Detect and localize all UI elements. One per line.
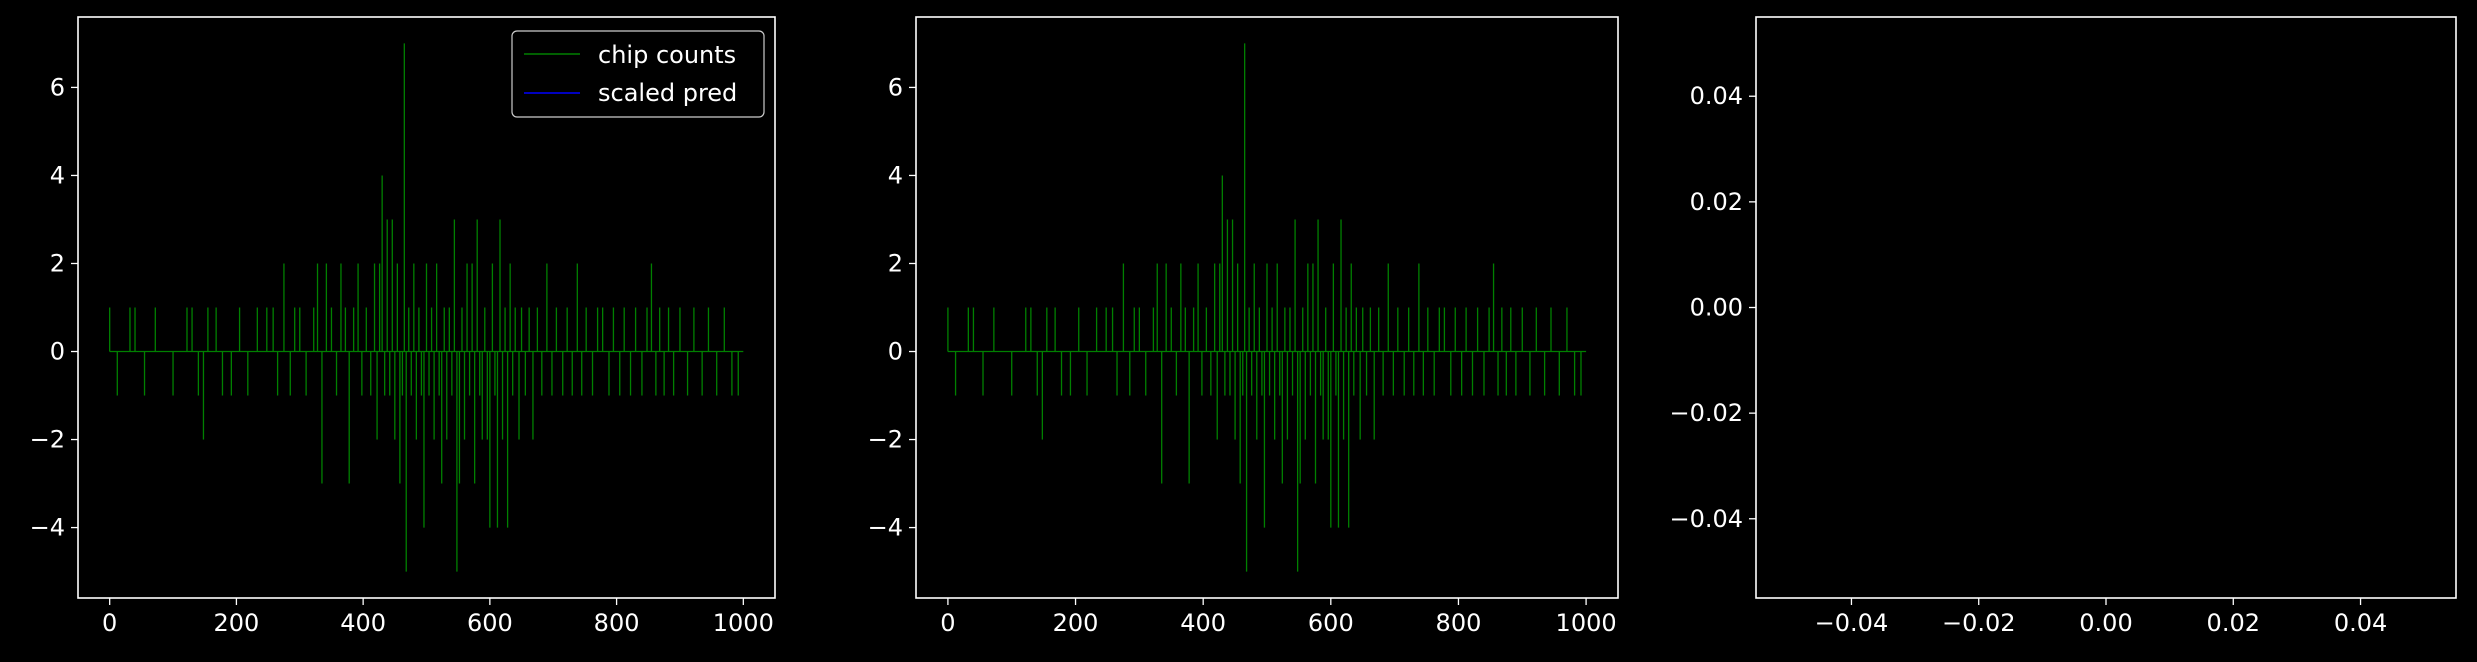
x-tick-label: 400 [340, 609, 386, 637]
x-tick-label: 0 [102, 609, 117, 637]
x-tick-label: 0.02 [2207, 609, 2260, 637]
y-tick-label: −2 [868, 426, 903, 454]
legend-label-scaled-pred: scaled pred [598, 79, 737, 107]
panel-2-frame [915, 16, 1619, 599]
x-tick-label: 600 [467, 609, 513, 637]
y-tick-label: 0 [50, 338, 65, 366]
panel-1-frame [77, 16, 776, 599]
y-tick-label: 2 [50, 249, 65, 277]
x-tick-label: 200 [1053, 609, 1099, 637]
x-tick-label: 600 [1308, 609, 1354, 637]
chart-panel-3: −0.04 −0.02 0.00 0.02 0.04 −0.04 −0.02 0.00 0.02… [1669, 16, 2457, 637]
x-tick-label: 0.04 [2334, 609, 2387, 637]
y-tick-label: −0.02 [1669, 399, 1743, 427]
y-tick-label: −4 [30, 514, 65, 542]
y-tick-label: −2 [30, 426, 65, 454]
panel-1-ticks: 0 200 400 600 800 1000 −4 −2 0 2 4 6 [30, 73, 774, 637]
x-tick-label: 0 [940, 609, 955, 637]
y-tick-label: 6 [888, 73, 903, 101]
x-tick-label: 400 [1180, 609, 1226, 637]
panel-1-series [109, 43, 744, 572]
y-tick-label: 0.02 [1690, 188, 1743, 216]
x-tick-label: 1000 [1556, 609, 1617, 637]
panel-3-frame [1755, 16, 2457, 599]
y-tick-label: 0.04 [1690, 82, 1743, 110]
panel-2-ticks: 0 200 400 600 800 1000 −4 −2 0 2 4 6 [868, 73, 1617, 637]
y-tick-label: 4 [888, 161, 903, 189]
x-tick-label: 200 [214, 609, 260, 637]
legend-label-chip-counts: chip counts [598, 41, 736, 69]
x-tick-label: −0.04 [1815, 609, 1889, 637]
x-tick-label: 0.00 [2079, 609, 2132, 637]
x-tick-label: 800 [1436, 609, 1482, 637]
y-tick-label: 0 [888, 338, 903, 366]
y-tick-label: −0.04 [1669, 505, 1743, 533]
y-tick-label: 4 [50, 161, 65, 189]
panel-2-series [947, 43, 1587, 572]
chart-panel-2: 0 200 400 600 800 1000 −4 −2 0 2 4 6 [868, 16, 1619, 637]
x-tick-label: −0.02 [1942, 609, 2016, 637]
y-tick-label: 0.00 [1690, 294, 1743, 322]
chart-panel-1: 0 200 400 600 800 1000 −4 −2 0 2 4 6 chip counts sc… [30, 16, 776, 637]
y-tick-label: −4 [868, 514, 903, 542]
y-tick-label: 2 [888, 249, 903, 277]
panel-3-ticks: −0.04 −0.02 0.00 0.02 0.04 −0.04 −0.02 0.00 0.02… [1669, 82, 2387, 637]
x-tick-label: 800 [594, 609, 640, 637]
legend-box [511, 30, 765, 118]
legend: chip counts scaled pred [511, 30, 765, 118]
x-tick-label: 1000 [713, 609, 774, 637]
y-tick-label: 6 [50, 73, 65, 101]
